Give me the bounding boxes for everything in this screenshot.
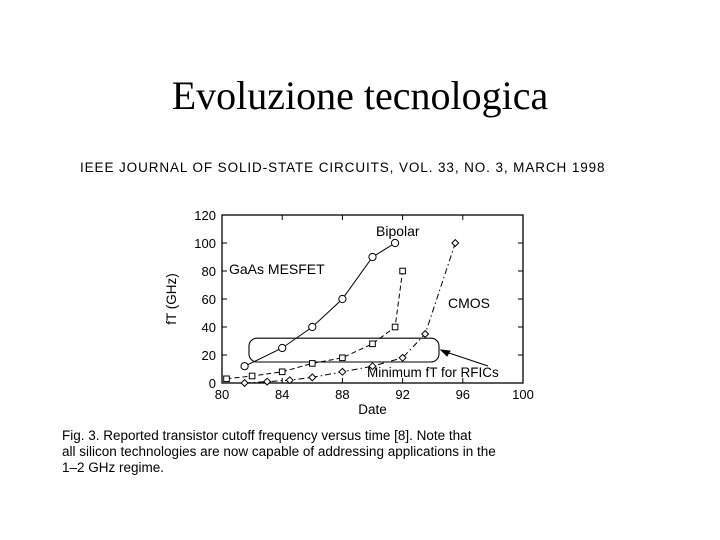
x-tick-label: 84: [275, 387, 289, 402]
data-point-cmos: [451, 238, 460, 248]
y-tick-label: 80: [202, 264, 216, 279]
data-point-bipolar: [248, 372, 256, 380]
x-tick-label: 92: [395, 387, 409, 402]
data-point-cmos: [285, 376, 294, 385]
slide-title: Evoluzione tecnologica: [171, 73, 549, 118]
caption-line-3: 1–2 GHz regime.: [62, 460, 165, 475]
y-tick-label: 0: [209, 376, 216, 391]
data-point-bipolar: [399, 267, 406, 275]
data-point-gaas-mesfet: [240, 362, 249, 371]
label-cmos: CMOS: [448, 295, 490, 311]
data-point-bipolar: [391, 323, 399, 331]
data-point-cmos: [263, 377, 272, 386]
annotation-arrowhead: [439, 349, 451, 357]
journal-header: IEEE JOURNAL OF SOLID-STATE CIRCUITS, VO…: [80, 160, 606, 175]
data-point-bipolar: [223, 375, 230, 383]
label-gaas-mesfet: GaAs MESFET: [229, 261, 325, 277]
data-point-bipolar: [339, 354, 346, 362]
data-point-bipolar: [309, 360, 316, 367]
data-point-gaas-mesfet: [308, 322, 317, 332]
data-point-cmos: [421, 329, 430, 339]
x-axis-label: Date: [358, 402, 387, 417]
annotation-arrow-line: [445, 351, 489, 367]
data-point-cmos: [240, 378, 249, 388]
y-tick-label: 40: [202, 320, 216, 335]
data-point-cmos: [398, 353, 407, 362]
series-line-gaas-mesfet: [244, 242, 396, 367]
label-bipolar: Bipolar: [376, 223, 420, 239]
x-tick-label: 80: [215, 387, 229, 402]
x-tick-label: 96: [456, 387, 470, 402]
x-tick-label: 100: [512, 387, 534, 402]
minimum-ft-highlight-box: [248, 337, 440, 363]
data-point-gaas-mesfet: [390, 238, 400, 248]
caption-line-2: all silicon technologies are now capable…: [62, 444, 496, 459]
y-tick-label: 60: [202, 292, 216, 307]
data-point-gaas-mesfet: [278, 343, 287, 353]
data-point-gaas-mesfet: [368, 252, 377, 262]
y-tick-label: 100: [194, 236, 216, 251]
data-point-cmos: [308, 373, 317, 382]
data-point-cmos: [368, 362, 377, 371]
data-point-gaas-mesfet: [338, 294, 347, 304]
y-tick-label: 20: [202, 348, 216, 363]
x-tick-label: 88: [335, 387, 349, 402]
data-point-bipolar: [278, 368, 286, 376]
y-tick-label: 120: [194, 208, 216, 223]
y-axis-label: fT (GHz): [164, 273, 179, 325]
label-minimum-ft: Minimum fT for RFICs: [367, 365, 499, 380]
figure-caption: Fig. 3. Reported transistor cutoff frequ…: [62, 428, 647, 476]
data-point-bipolar: [369, 340, 376, 348]
data-point-cmos: [338, 367, 347, 376]
caption-line-1: Fig. 3. Reported transistor cutoff frequ…: [62, 428, 472, 443]
